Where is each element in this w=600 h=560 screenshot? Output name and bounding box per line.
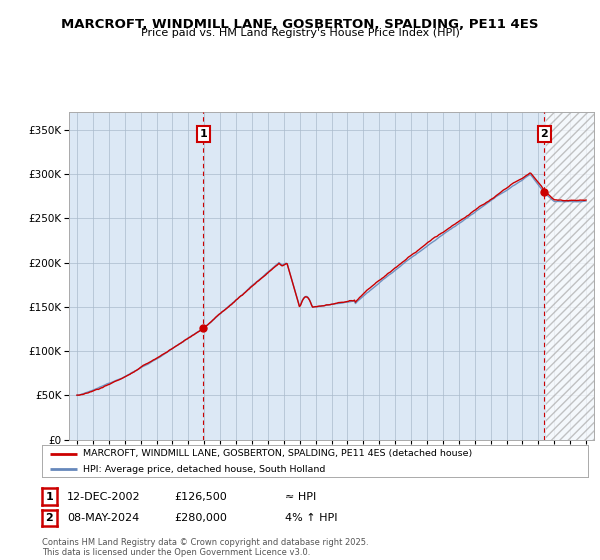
Text: HPI: Average price, detached house, South Holland: HPI: Average price, detached house, Sout…	[83, 464, 325, 474]
Text: ≈ HPI: ≈ HPI	[285, 492, 316, 502]
Text: 12-DEC-2002: 12-DEC-2002	[67, 492, 141, 502]
Text: 2: 2	[541, 129, 548, 139]
Text: Contains HM Land Registry data © Crown copyright and database right 2025.
This d: Contains HM Land Registry data © Crown c…	[42, 538, 368, 557]
Text: 2: 2	[46, 513, 53, 523]
Text: Price paid vs. HM Land Registry's House Price Index (HPI): Price paid vs. HM Land Registry's House …	[140, 28, 460, 38]
Text: 1: 1	[46, 492, 53, 502]
Text: 4% ↑ HPI: 4% ↑ HPI	[285, 513, 337, 523]
Text: 1: 1	[200, 129, 208, 139]
Text: MARCROFT, WINDMILL LANE, GOSBERTON, SPALDING, PE11 4ES: MARCROFT, WINDMILL LANE, GOSBERTON, SPAL…	[61, 18, 539, 31]
Text: £126,500: £126,500	[174, 492, 227, 502]
Text: MARCROFT, WINDMILL LANE, GOSBERTON, SPALDING, PE11 4ES (detached house): MARCROFT, WINDMILL LANE, GOSBERTON, SPAL…	[83, 449, 472, 458]
Bar	[546, 112, 594, 440]
Text: £280,000: £280,000	[174, 513, 227, 523]
Text: 08-MAY-2024: 08-MAY-2024	[67, 513, 139, 523]
